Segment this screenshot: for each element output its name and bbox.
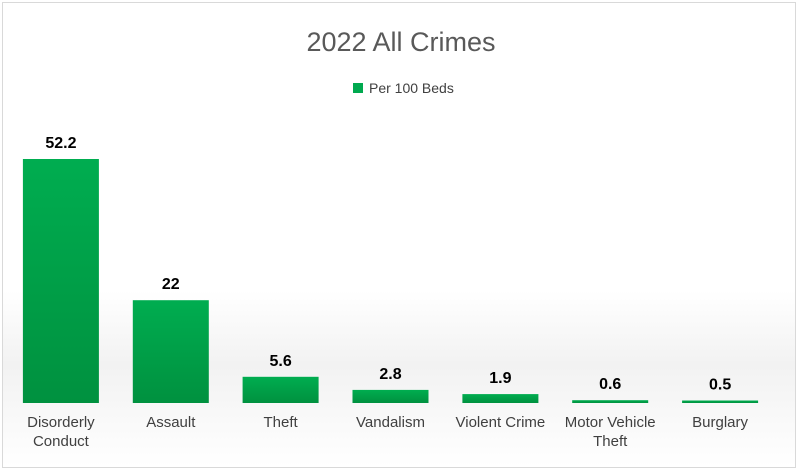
chart-title: 2022 All Crimes bbox=[306, 27, 495, 57]
bar bbox=[352, 389, 429, 403]
bar-chart: 2022 All Crimes Per 100 Beds 52.2 22 5.6 2.… bbox=[22, 27, 759, 450]
category-label: Theft bbox=[593, 433, 628, 450]
category-label: Disorderly bbox=[27, 414, 95, 431]
data-labels-group: 52.2 22 5.6 2.8 1.9 0.6 0.5 bbox=[45, 135, 731, 394]
category-label: Motor Vehicle bbox=[565, 414, 656, 431]
bar bbox=[22, 159, 99, 403]
category-label: Assault bbox=[146, 414, 196, 431]
category-label: Conduct bbox=[33, 433, 90, 450]
data-label: 5.6 bbox=[269, 353, 291, 370]
legend-swatch bbox=[353, 83, 363, 93]
data-label: 0.5 bbox=[709, 377, 731, 394]
bar bbox=[132, 300, 209, 403]
category-label: Theft bbox=[264, 414, 299, 431]
data-label: 2.8 bbox=[379, 366, 401, 383]
legend-label: Per 100 Beds bbox=[369, 80, 454, 96]
data-label: 52.2 bbox=[45, 135, 76, 152]
data-label: 0.6 bbox=[599, 376, 621, 393]
chart-frame: 2022 All Crimes Per 100 Beds 52.2 22 5.6 2.… bbox=[2, 2, 796, 468]
legend: Per 100 Beds bbox=[353, 80, 454, 96]
bar bbox=[462, 394, 539, 403]
category-label: Burglary bbox=[692, 414, 748, 431]
category-label: Vandalism bbox=[356, 414, 425, 431]
bar bbox=[572, 400, 649, 403]
data-label: 22 bbox=[162, 276, 180, 293]
category-label: Violent Crime bbox=[456, 414, 546, 431]
category-labels-group: Disorderly Conduct Assault Theft Vandalism Vi… bbox=[27, 414, 748, 450]
data-label: 1.9 bbox=[489, 370, 511, 387]
bar bbox=[682, 400, 759, 403]
bars-group bbox=[22, 159, 759, 403]
bar bbox=[242, 376, 319, 403]
